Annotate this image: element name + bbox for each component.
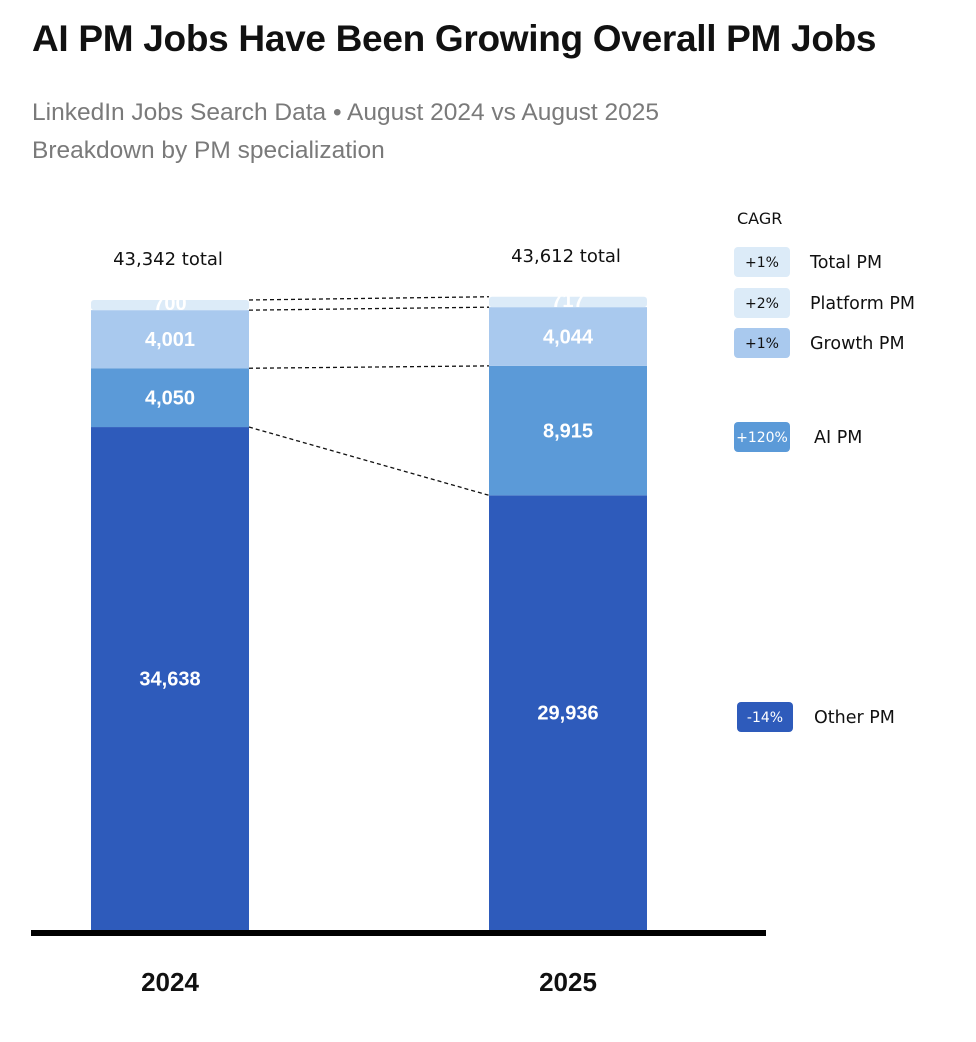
- legend-label-total-pm: Total PM: [809, 253, 882, 273]
- legend: CAGR +1% Total PM +2% Platform PM +1% Growth P…: [734, 209, 915, 732]
- bar-ai-pm-2024: [91, 368, 249, 428]
- label-platform-pm-2025: 717: [551, 290, 584, 312]
- legend-label-ai-pm: AI PM: [814, 428, 862, 448]
- legend-badge-other-pm: [737, 702, 793, 732]
- legend-badge-growth-pm: [734, 328, 790, 358]
- legend-cagr-other-pm: -14%: [747, 710, 783, 726]
- legend-cagr-total-pm: +1%: [745, 255, 779, 271]
- connector-ai-pm: [248, 365, 490, 369]
- legend-title: CAGR: [737, 209, 782, 228]
- legend-badge-ai-pm: [734, 422, 790, 452]
- subtitle-line-2: Breakdown by PM specialization: [32, 137, 385, 164]
- legend-cagr-ai-pm: +120%: [736, 430, 788, 446]
- x-tick-2024: 2024: [141, 967, 199, 997]
- bar-other-pm-2025: [489, 495, 647, 930]
- legend-badge-platform-pm: [734, 288, 790, 318]
- x-tick-2025: 2025: [539, 967, 597, 997]
- connector-lines: [248, 296, 490, 496]
- label-other-pm-2024: 34,638: [139, 669, 200, 691]
- total-label-2024: 43,342 total: [113, 249, 223, 270]
- bar-platform-pm-2024: [91, 299, 249, 311]
- subtitle-line-1: LinkedIn Jobs Search Data • August 2024 …: [32, 99, 659, 126]
- bar-ai-pm-2025: [489, 365, 647, 496]
- connector-other-pm: [248, 426, 490, 496]
- legend-label-other-pm: Other PM: [814, 708, 895, 728]
- label-growth-pm-2025: 4,044: [543, 327, 594, 349]
- chart-title: AI PM Jobs Have Been Growing Overall PM …: [32, 18, 877, 59]
- label-growth-pm-2024: 4,001: [145, 329, 195, 351]
- label-ai-pm-2024: 4,050: [145, 388, 195, 410]
- total-label-2025: 43,612 total: [511, 246, 621, 267]
- label-other-pm-2025: 29,936: [537, 703, 598, 725]
- bars: 34,638 4,050 4,001 700 43,342 total 29,936 8,9…: [91, 246, 647, 930]
- bar-platform-pm-2025: [489, 296, 647, 308]
- legend-cagr-platform-pm: +2%: [745, 296, 779, 312]
- label-ai-pm-2025: 8,915: [543, 421, 593, 443]
- legend-label-growth-pm: Growth PM: [810, 334, 905, 354]
- legend-cagr-growth-pm: +1%: [745, 336, 779, 352]
- legend-badge-total-pm: [734, 247, 790, 277]
- bar-growth-pm-2024: [91, 310, 249, 369]
- connector-growth-pm: [248, 306, 490, 311]
- chart-subtitle: LinkedIn Jobs Search Data • August 2024 …: [32, 94, 659, 170]
- bar-growth-pm-2025: [489, 307, 647, 366]
- bar-other-pm-2024: [91, 427, 249, 930]
- legend-label-platform-pm: Platform PM: [810, 294, 915, 314]
- connector-platform-pm: [248, 296, 490, 301]
- label-platform-pm-2024: 700: [153, 293, 186, 315]
